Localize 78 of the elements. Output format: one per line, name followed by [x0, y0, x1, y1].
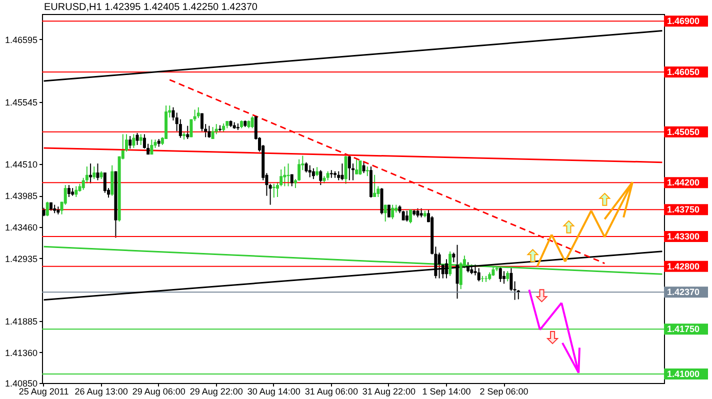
ref-line-label: 1.42800: [667, 261, 700, 272]
candlestick: [362, 160, 366, 174]
candlestick: [132, 134, 136, 148]
candlestick: [355, 158, 358, 175]
x-tick-label: 26 Aug 13:00: [74, 386, 128, 396]
candlestick: [312, 168, 315, 180]
candlestick: [96, 163, 100, 181]
candlestick: [373, 174, 376, 198]
ref-line-label: 1.43300: [667, 231, 700, 242]
candlestick: [208, 125, 211, 138]
candlestick: [103, 172, 106, 194]
ref-line-label: 1.44200: [667, 178, 700, 188]
candlestick: [283, 166, 286, 187]
x-tick-label: 31 Aug 22:00: [362, 386, 416, 396]
candlestick: [358, 160, 362, 176]
ref-line-label: 1.43750: [667, 204, 700, 215]
candlestick: [405, 210, 408, 222]
candlestick: [268, 183, 272, 206]
ref-line-label: 1.41750: [667, 324, 700, 334]
candlestick: [89, 163, 92, 184]
y-tick-label: 1.46595: [4, 34, 38, 45]
ref-line-label: 1.46050: [667, 67, 700, 78]
candlestick: [46, 201, 49, 217]
ref-line-label: 1.41000: [667, 369, 700, 380]
candlestick: [319, 170, 322, 186]
candlestick: [510, 268, 513, 292]
candlestick: [193, 109, 196, 122]
x-tick-label: 29 Aug 22:00: [190, 386, 243, 396]
candlestick: [506, 270, 510, 282]
chart-title: EURUSD,H1 1.42395 1.42405 1.42250 1.42370: [44, 2, 258, 13]
x-tick-label: 2 Sep 06:00: [480, 386, 528, 396]
candlestick: [340, 163, 344, 181]
y-tick-label: 1.45545: [4, 98, 38, 108]
candlestick: [214, 124, 218, 135]
candlestick: [477, 268, 480, 282]
candlestick: [470, 264, 474, 275]
candlestick: [502, 270, 506, 284]
candlestick: [139, 134, 142, 146]
candlestick: [452, 252, 456, 263]
candlestick: [391, 204, 394, 220]
candlestick: [211, 126, 214, 140]
ref-line-label: 1.45050: [667, 126, 700, 137]
candlestick: [387, 204, 390, 218]
candlestick: [384, 204, 387, 222]
candlestick: [196, 106, 200, 119]
candlestick: [150, 139, 154, 156]
ref-line-label: 1.46900: [667, 16, 700, 26]
candlestick: [92, 166, 96, 180]
candlestick: [498, 266, 502, 282]
candlestick: [366, 166, 369, 177]
candlestick: [474, 264, 477, 276]
candlestick: [444, 258, 448, 279]
candlestick: [308, 164, 312, 178]
y-tick-label: 1.43460: [4, 222, 38, 232]
y-tick-label: 1.41360: [4, 348, 38, 358]
candlestick: [344, 155, 348, 184]
x-tick-label: 31 Aug 06:00: [304, 386, 358, 396]
x-tick-label: 1 Sep 14:00: [422, 386, 471, 396]
x-tick-label: 30 Aug 14:00: [247, 386, 300, 396]
x-tick-label: 29 Aug 06:00: [132, 386, 186, 396]
y-tick-label: 1.41885: [4, 316, 38, 327]
y-tick-label: 1.43985: [4, 191, 38, 202]
candlestick: [67, 184, 70, 198]
ref-line-label: 1.42370: [667, 287, 700, 298]
y-tick-label: 1.42935: [4, 254, 38, 264]
candlestick: [466, 262, 470, 273]
candlestick: [402, 210, 405, 221]
candlestick: [186, 125, 190, 140]
candlestick: [172, 106, 175, 121]
candlestick: [250, 116, 254, 129]
y-tick-label: 1.44510: [4, 160, 38, 170]
candlestick: [136, 132, 139, 146]
x-tick-label: 25 Aug 2011: [18, 386, 69, 396]
candlestick: [409, 209, 412, 224]
candlestick: [110, 164, 114, 196]
y-tick-label: 1.40850: [4, 378, 38, 388]
candlestick: [74, 186, 78, 198]
candlestick: [128, 136, 132, 150]
